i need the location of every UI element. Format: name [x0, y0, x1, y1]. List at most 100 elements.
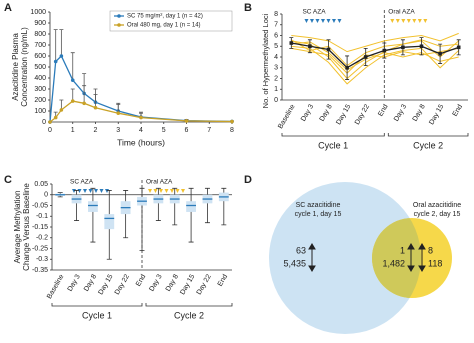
whisker	[172, 187, 178, 226]
y-tick-label: 7	[274, 22, 278, 29]
y-tick-label: 2	[274, 75, 278, 82]
x-tick-label: End	[377, 103, 389, 117]
x-tick-label: 1	[71, 127, 75, 134]
panel-label: D	[244, 174, 252, 186]
point	[59, 54, 64, 58]
treatment-label: Oral AZA	[146, 179, 173, 186]
x-tick-label: 3	[116, 127, 120, 134]
x-tick-label: Day 8	[83, 273, 98, 292]
whisker	[188, 187, 194, 243]
oral-label: cycle 2, day 15	[414, 211, 461, 218]
oral-up: 8	[428, 245, 433, 255]
point	[401, 45, 405, 50]
dose-marker	[105, 189, 109, 193]
x-tick-label: Day 22	[354, 103, 371, 126]
y-tick-label: 700	[34, 42, 46, 49]
point	[53, 59, 58, 64]
x-tick-label: 6	[185, 127, 189, 134]
y-tick-label: 900	[34, 20, 46, 27]
y-tick-label: -0.05	[32, 202, 48, 209]
dose-marker	[423, 19, 428, 23]
x-tick-label: Day 8	[412, 103, 427, 122]
y-tick-label: -0.1	[36, 213, 48, 220]
dose-marker	[315, 19, 320, 23]
individual-line	[291, 40, 460, 80]
legend-marker	[117, 23, 121, 27]
treatment-label: SC AZA	[70, 179, 94, 186]
point	[456, 45, 461, 50]
point	[438, 51, 442, 56]
y-tick-label: 0	[44, 192, 48, 199]
whisker	[204, 187, 210, 224]
sc-label: cycle 1, day 15	[295, 211, 342, 218]
sc-circle	[269, 182, 421, 334]
point	[59, 108, 64, 112]
dose-marker	[72, 189, 76, 193]
y-tick-label: -0.3	[36, 256, 48, 263]
panel-label: A	[4, 2, 12, 14]
treatment-label: SC AZA	[302, 9, 326, 16]
dose-marker	[94, 189, 98, 193]
x-tick-label: Day 3	[393, 103, 408, 122]
dose-marker	[401, 19, 406, 23]
point	[93, 105, 98, 110]
y-tick-label: 8	[274, 11, 278, 18]
point	[139, 115, 143, 120]
point	[116, 111, 121, 115]
x-tick-label: 7	[207, 127, 211, 134]
y-tick-label: 400	[34, 75, 46, 82]
y-tick-label: 100	[34, 108, 46, 115]
dose-marker	[77, 189, 82, 193]
point	[419, 44, 424, 49]
y-tick-label: 5	[274, 43, 278, 50]
dose-marker	[326, 19, 331, 23]
x-tick-label: Day 15	[428, 103, 445, 126]
overlap-up: 1	[400, 245, 405, 255]
cycle-label: Cycle 2	[413, 140, 443, 150]
dose-marker	[164, 189, 169, 193]
cycle-bracket	[145, 303, 233, 307]
box	[104, 214, 115, 230]
y-axis-label: Average Methylation	[13, 191, 22, 264]
x-tick-label: Day 3	[148, 273, 163, 292]
whisker	[90, 187, 96, 243]
y-tick-label: -0.15	[32, 224, 48, 231]
y-tick-label: -0.2	[36, 235, 48, 242]
y-tick-label: -0.25	[32, 245, 48, 252]
y-axis-label: Concentration (ng/mL)	[20, 27, 29, 107]
x-tick-label: Day 15	[335, 103, 352, 126]
dose-marker	[153, 189, 158, 193]
whisker	[155, 187, 161, 221]
point	[289, 41, 294, 45]
x-tick-label: 4	[139, 127, 143, 134]
y-tick-label: -0.35	[32, 267, 48, 274]
point	[345, 65, 349, 70]
cycle-bracket	[51, 303, 143, 307]
sc-up: 63	[296, 245, 306, 255]
y-tick-label: 500	[34, 64, 46, 71]
dose-marker	[304, 19, 309, 23]
y-tick-label: 1	[274, 86, 278, 93]
error-bar	[93, 94, 98, 108]
series-line	[49, 100, 233, 123]
box	[186, 201, 196, 212]
error-bar	[59, 29, 64, 56]
cycle-label: Cycle 1	[318, 140, 348, 150]
dose-marker	[170, 189, 174, 193]
overlap-down: 1,482	[382, 258, 405, 268]
dose-marker	[309, 19, 314, 23]
x-tick-label: 8	[230, 127, 234, 134]
error-bar	[53, 29, 58, 62]
x-tick-label: 2	[94, 127, 98, 134]
dose-marker	[331, 19, 336, 23]
x-tick-label: Day 22	[114, 273, 131, 296]
sc-down: 5,435	[283, 258, 306, 268]
dose-marker	[390, 19, 395, 23]
x-tick-label: End	[135, 273, 147, 287]
dose-marker	[412, 19, 417, 23]
legend-marker	[117, 14, 121, 18]
point	[382, 48, 387, 53]
point	[53, 115, 58, 120]
series-line	[291, 42, 459, 69]
error-bar	[70, 88, 75, 102]
